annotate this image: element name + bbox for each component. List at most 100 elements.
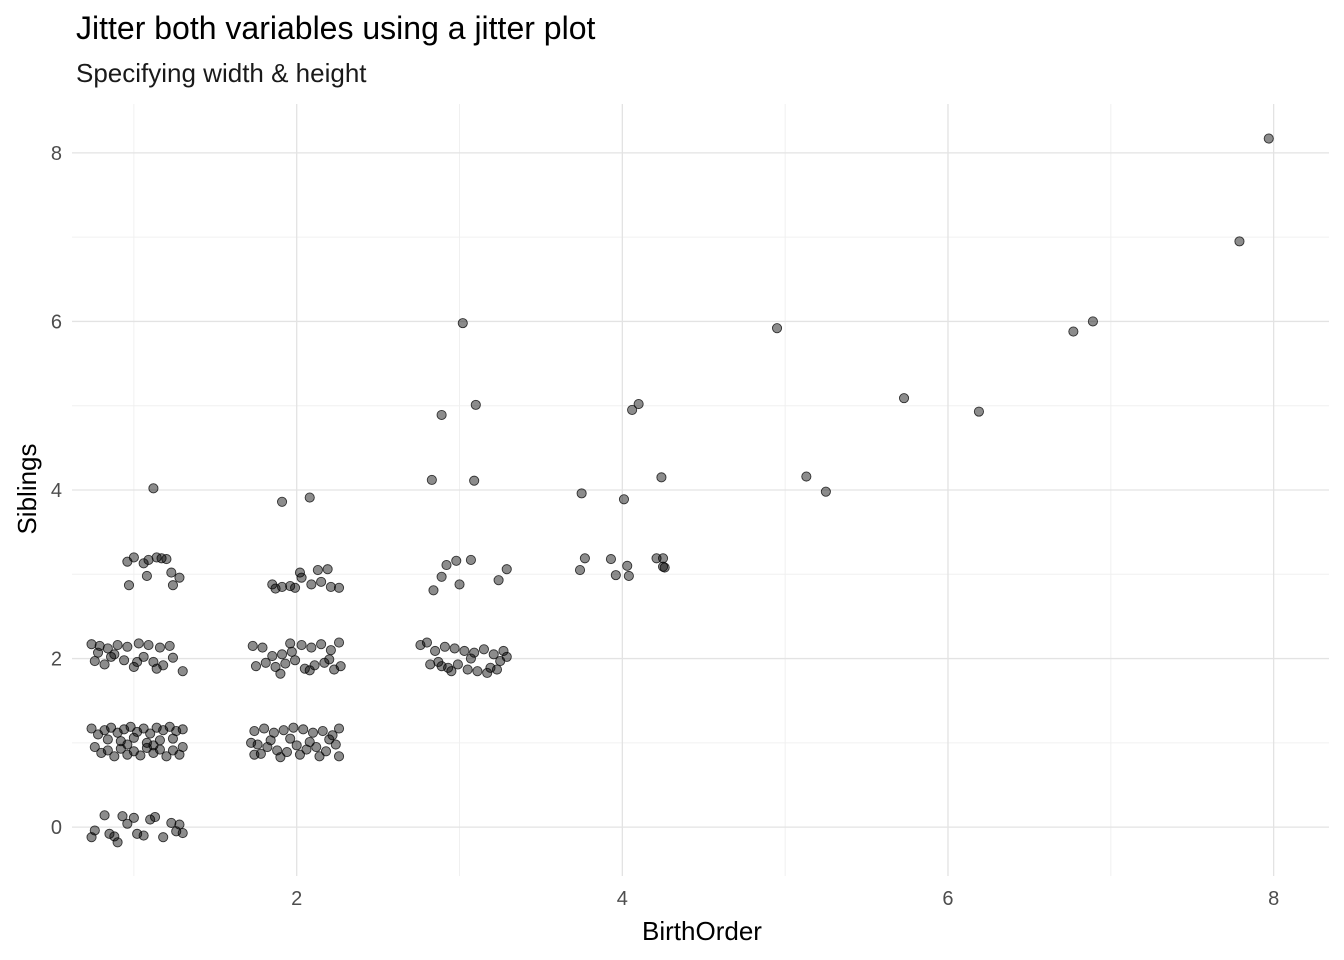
data-point bbox=[167, 580, 179, 591]
data-point bbox=[141, 570, 152, 582]
major-gridlines bbox=[72, 104, 1329, 876]
data-point bbox=[167, 733, 179, 744]
data-point bbox=[501, 564, 512, 575]
data-point bbox=[174, 572, 185, 583]
data-point bbox=[322, 564, 333, 575]
data-point bbox=[298, 724, 309, 735]
data-point bbox=[658, 553, 669, 564]
data-point bbox=[605, 554, 616, 565]
data-point bbox=[99, 810, 110, 821]
data-point bbox=[117, 811, 128, 822]
data-point bbox=[275, 668, 286, 679]
data-point bbox=[307, 727, 319, 738]
data-point bbox=[472, 666, 483, 677]
data-point bbox=[270, 583, 281, 594]
data-point bbox=[285, 638, 296, 649]
data-point bbox=[122, 818, 133, 829]
data-point bbox=[656, 472, 667, 483]
data-point bbox=[317, 725, 328, 737]
data-point bbox=[246, 737, 257, 748]
data-point bbox=[430, 645, 441, 657]
data-point bbox=[154, 642, 165, 653]
x-tick-label: 8 bbox=[1268, 888, 1279, 910]
data-point bbox=[296, 572, 307, 583]
data-point bbox=[451, 555, 462, 566]
data-point bbox=[659, 562, 670, 573]
data-point bbox=[276, 649, 288, 660]
data-point bbox=[306, 579, 317, 590]
data-point bbox=[133, 638, 144, 649]
data-point bbox=[1087, 316, 1098, 327]
data-point bbox=[112, 837, 123, 848]
x-tick-label: 4 bbox=[617, 888, 628, 910]
data-point bbox=[149, 811, 161, 823]
data-point bbox=[249, 749, 260, 760]
data-point bbox=[93, 647, 104, 658]
data-point bbox=[1068, 326, 1079, 337]
data-point bbox=[459, 645, 470, 657]
data-point bbox=[177, 724, 188, 735]
data-point bbox=[771, 323, 783, 334]
data-point bbox=[128, 732, 139, 743]
data-point bbox=[470, 399, 481, 410]
data-point bbox=[439, 641, 450, 652]
data-point bbox=[250, 661, 262, 672]
data-point bbox=[99, 659, 110, 670]
data-point bbox=[325, 645, 336, 656]
data-point bbox=[247, 640, 258, 651]
data-point bbox=[579, 553, 590, 564]
data-point bbox=[623, 570, 634, 582]
data-point bbox=[164, 640, 175, 651]
y-axis-title: Siblings bbox=[12, 443, 42, 534]
data-point bbox=[498, 645, 509, 657]
data-point bbox=[454, 579, 465, 590]
x-tick-labels: 2 4 6 8 bbox=[291, 888, 1279, 910]
data-point bbox=[122, 641, 133, 652]
data-point bbox=[316, 639, 327, 650]
data-point bbox=[304, 492, 315, 503]
data-point bbox=[174, 819, 185, 830]
data-point bbox=[278, 725, 289, 736]
data-point bbox=[128, 661, 139, 673]
data-point bbox=[316, 576, 327, 587]
data-point bbox=[86, 723, 97, 734]
data-point bbox=[288, 722, 299, 733]
x-tick-label: 6 bbox=[942, 888, 953, 910]
data-point bbox=[333, 751, 345, 762]
data-point bbox=[145, 728, 156, 739]
data-point bbox=[122, 739, 133, 750]
data-point bbox=[135, 750, 146, 761]
data-point bbox=[177, 742, 188, 753]
data-point bbox=[276, 496, 288, 507]
data-point bbox=[249, 725, 260, 737]
data-point bbox=[123, 580, 135, 591]
data-point bbox=[259, 723, 270, 734]
data-point bbox=[158, 832, 169, 843]
data-point bbox=[312, 565, 323, 576]
data-point bbox=[306, 642, 317, 653]
data-point bbox=[469, 647, 480, 658]
data-point bbox=[151, 552, 162, 563]
data-point bbox=[267, 650, 278, 662]
data-point bbox=[166, 567, 177, 578]
data-point bbox=[436, 571, 447, 582]
y-tick-label: 8 bbox=[51, 143, 62, 165]
data-point bbox=[290, 655, 301, 666]
data-point bbox=[294, 749, 306, 760]
data-point bbox=[428, 585, 439, 596]
x-tick-label: 2 bbox=[291, 888, 302, 910]
data-point bbox=[574, 565, 586, 576]
data-points bbox=[86, 133, 1274, 848]
data-point bbox=[148, 740, 159, 751]
data-point bbox=[257, 642, 268, 653]
data-point bbox=[898, 393, 910, 404]
data-point bbox=[260, 657, 271, 668]
data-point bbox=[457, 318, 468, 329]
data-point bbox=[102, 745, 113, 756]
data-point bbox=[436, 409, 447, 421]
data-point bbox=[482, 667, 493, 678]
data-point bbox=[167, 652, 179, 663]
data-point bbox=[161, 554, 172, 565]
y-tick-label: 2 bbox=[51, 649, 62, 671]
data-point bbox=[102, 734, 113, 745]
